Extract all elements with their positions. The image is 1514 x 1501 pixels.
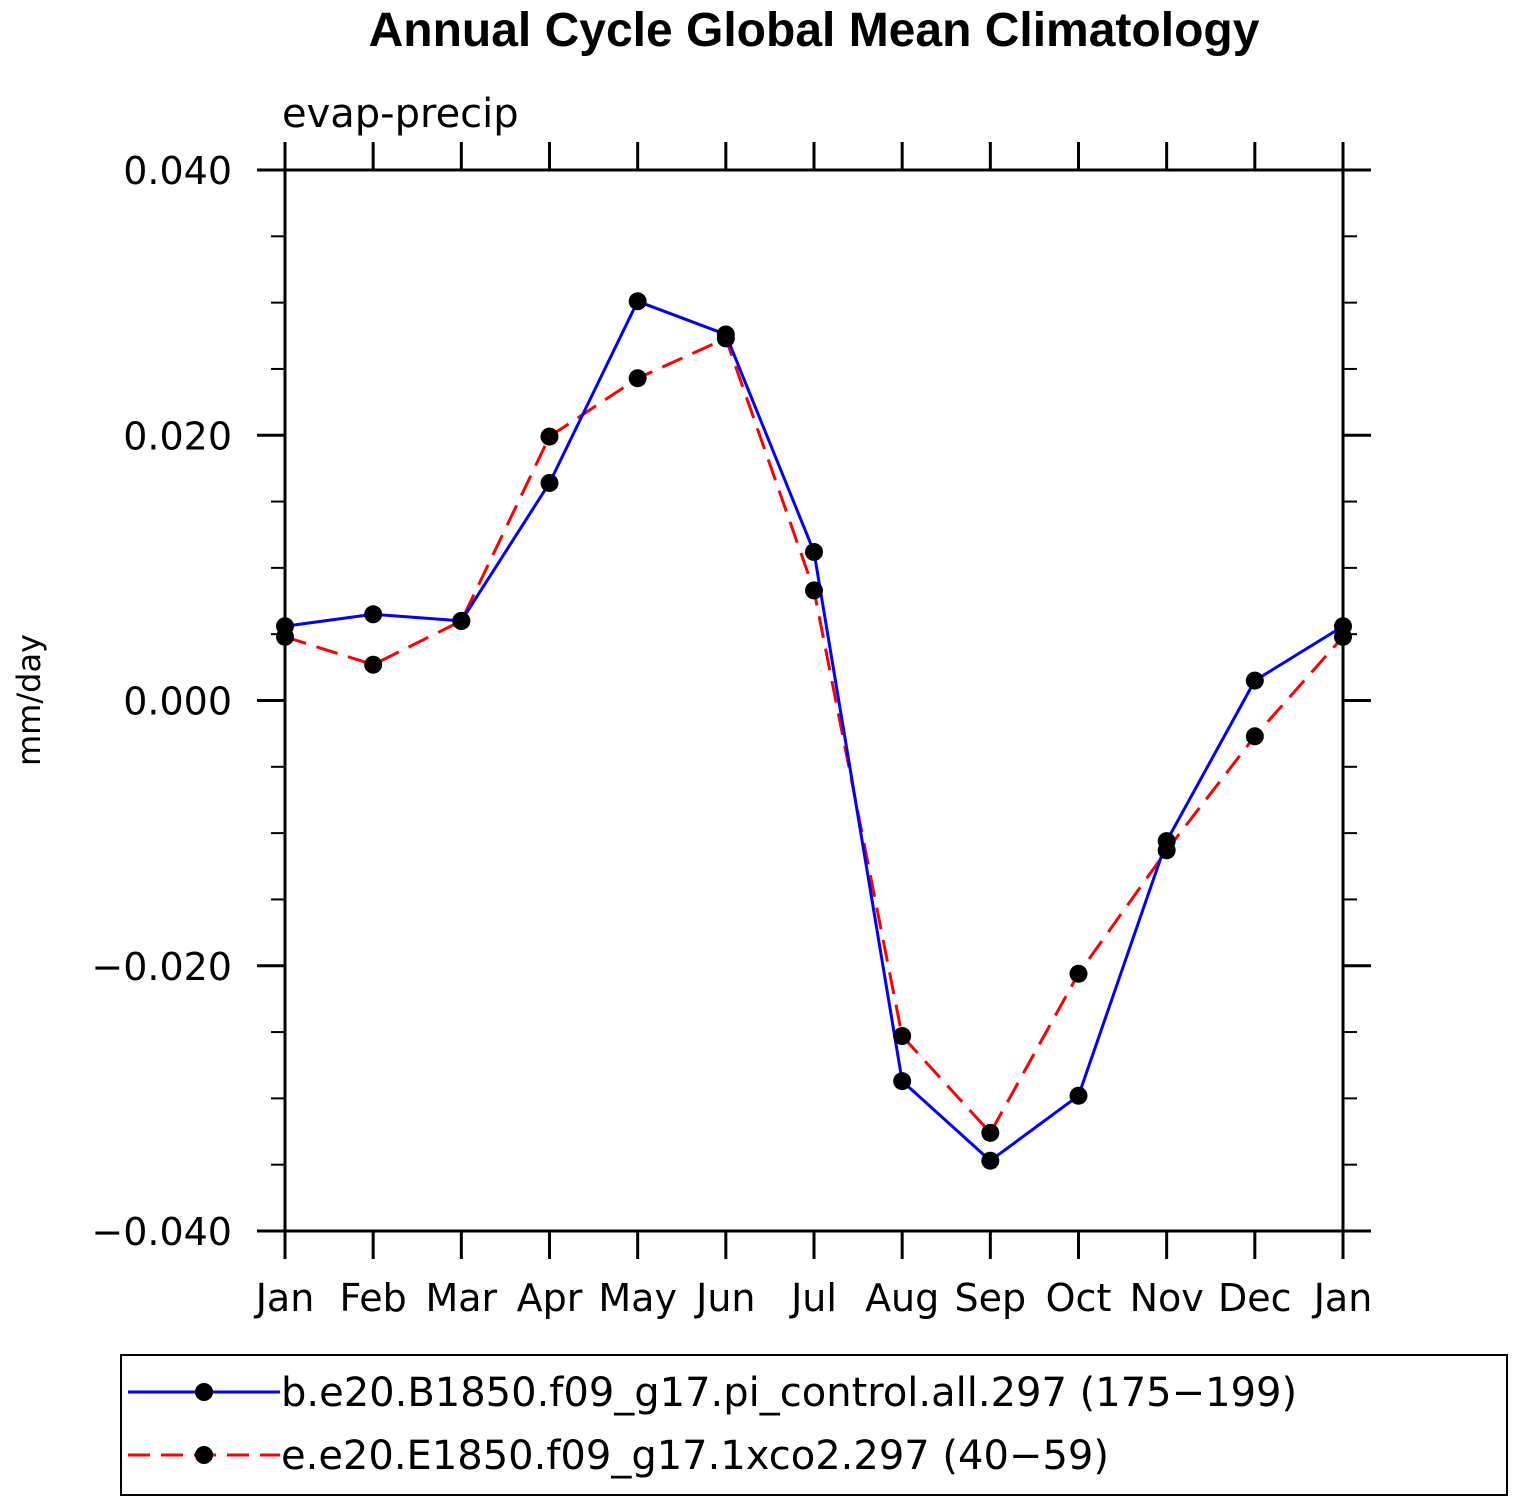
data-point: [1069, 1086, 1088, 1105]
legend-marker: [195, 1383, 213, 1401]
series-line: [284, 299, 1344, 1163]
data-point: [540, 473, 559, 492]
legend: b.e20.B1850.f09_g17.pi_control.all.297 (…: [128, 1370, 1297, 1479]
data-point: [1334, 627, 1352, 646]
data-point: [805, 542, 823, 561]
chart-subtitle: evap-precip: [282, 91, 519, 137]
data-point: [805, 581, 823, 600]
x-tick-label: Sep: [955, 1276, 1027, 1320]
y-tick-label: 0.020: [123, 414, 232, 458]
series-2-markers: [276, 329, 1352, 1142]
data-point: [1157, 841, 1176, 860]
series-1: [284, 299, 1344, 1163]
series-layer: [276, 292, 1352, 1170]
x-tick-label: Jan: [1312, 1276, 1373, 1320]
data-point: [276, 627, 294, 646]
plot-frame: [283, 168, 1345, 1233]
x-tick-label: Oct: [1046, 1276, 1112, 1320]
y-tick-label: −0.020: [91, 945, 232, 989]
series-line: [284, 336, 1345, 1135]
y-tick-label: 0.000: [123, 680, 232, 724]
data-point: [716, 329, 735, 348]
data-point: [364, 605, 383, 624]
data-point: [981, 1123, 1000, 1142]
legend-box: [120, 1354, 1508, 1496]
x-tick-label: May: [598, 1276, 677, 1320]
x-tick-label: Dec: [1218, 1276, 1292, 1320]
x-tick-label: Aug: [865, 1276, 939, 1320]
y-axis-label: mm/day: [10, 634, 48, 766]
data-point: [452, 611, 471, 630]
legend-label: e.e20.E1850.f09_g17.1xco2.297 (40−59): [281, 1433, 1109, 1479]
x-tick-label: Nov: [1130, 1276, 1204, 1320]
data-point: [1245, 671, 1264, 690]
data-point: [981, 1151, 1000, 1170]
series-2: [284, 336, 1345, 1135]
data-point: [1069, 964, 1088, 983]
data-point: [628, 292, 647, 311]
legend-marker: [195, 1446, 213, 1464]
data-point: [893, 1072, 912, 1091]
x-tick-labels: Jan Feb Mar Apr May Jun Jul Aug Sep Oct Nov Dec Jan: [254, 1276, 1373, 1320]
data-point: [893, 1027, 912, 1046]
legend-label: b.e20.B1850.f09_g17.pi_control.all.297 (…: [281, 1370, 1297, 1416]
series-1-markers: [276, 292, 1352, 1170]
x-tick-label: Jun: [694, 1276, 755, 1320]
data-point: [364, 655, 383, 674]
data-point: [628, 369, 647, 388]
y-tick-labels: 0.040 0.020 0.000 −0.020 −0.040: [91, 149, 232, 1254]
y-tick-label: 0.040: [123, 149, 232, 193]
data-point: [1245, 727, 1264, 746]
x-tick-label: Apr: [517, 1276, 583, 1320]
y-tick-label: −0.040: [91, 1210, 232, 1254]
x-tick-label: Feb: [340, 1276, 407, 1320]
axis-ticks: [257, 142, 1371, 1259]
x-tick-label: Jan: [254, 1276, 315, 1320]
chart-title: Annual Cycle Global Mean Climatology: [369, 4, 1260, 57]
x-tick-label: Mar: [425, 1276, 497, 1320]
x-tick-label: Jul: [789, 1276, 837, 1320]
data-point: [540, 427, 559, 446]
